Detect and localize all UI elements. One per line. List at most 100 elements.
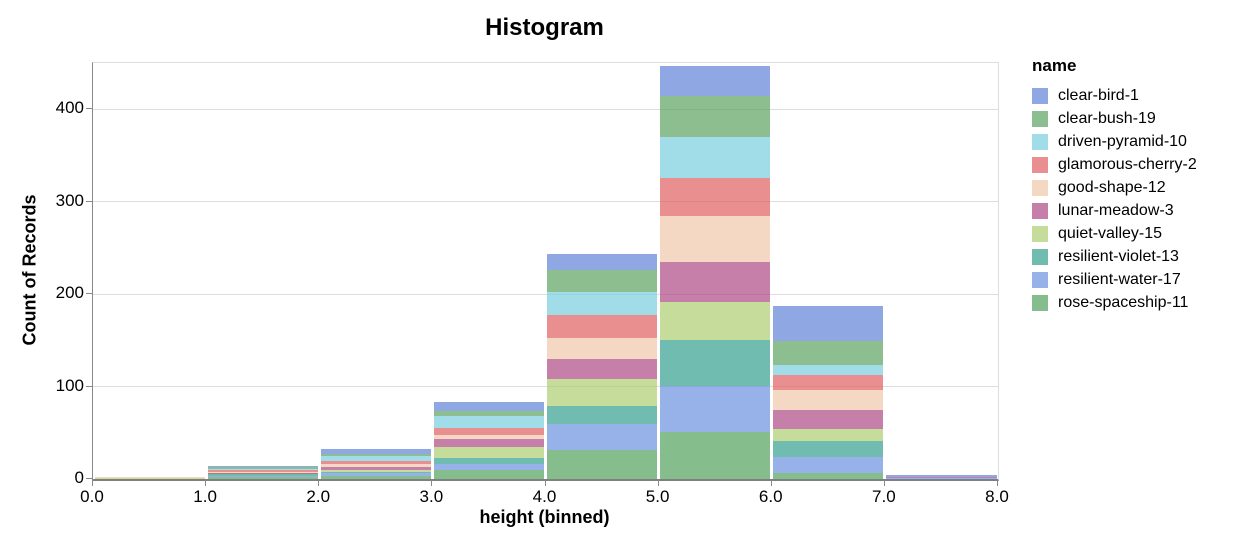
legend-swatch-clear-bush-19 [1032,111,1048,127]
x-tick-label-7.0: 7.0 [872,487,896,506]
bar-segment-quiet-valley-15 [773,429,884,442]
bar-segment-glamorous-cherry-2 [660,177,771,217]
bar-segment-lunar-meadow-3 [886,477,997,479]
x-tick-label-3.0: 3.0 [419,487,444,506]
x-tick-2.0 [318,480,320,486]
bar-segment-good-shape-12 [773,390,884,410]
bar-segment-clear-bush-19 [433,410,544,417]
bar-segment-driven-pyramid-10 [433,416,544,429]
bar-segment-good-shape-12 [94,477,205,479]
bar-segment-rose-spaceship-11 [320,476,431,479]
x-tick-3.0 [431,480,433,486]
bar-segment-good-shape-12 [207,471,318,473]
bar-segment-quiet-valley-15 [320,469,431,472]
legend-swatch-resilient-water-17 [1032,272,1048,288]
bar-segment-clear-bush-19 [773,341,884,366]
gridline-200 [93,293,998,295]
y-tick-label-200: 200 [55,283,84,303]
bar-segment-quiet-valley-15 [433,446,544,458]
x-tick-label-4.0: 4.0 [532,487,557,506]
y-tick-label-100: 100 [55,375,84,395]
x-tick-0.0 [92,480,93,486]
x-tick-5.0 [657,480,659,486]
y-tick-300 [86,200,92,202]
y-axis-tick-labels: 0 100 200 300 400 [0,62,84,487]
legend-swatch-driven-pyramid-10 [1032,134,1048,150]
x-tick-1.0 [205,480,207,486]
bar-segment-driven-pyramid-10 [547,292,658,316]
bar-segment-rose-spaceship-11 [773,472,884,479]
legend-label-rose-spaceship-11: rose-spaceship-11 [1058,294,1189,311]
bar-segment-resilient-water-17 [773,456,884,473]
bar-segment-lunar-meadow-3 [660,261,771,302]
bar-segment-resilient-water-17 [660,385,771,432]
gridline-100 [93,386,998,388]
legend-item-rose-spaceship-11: rose-spaceship-11 [1032,295,1197,311]
bar-segment-clear-bush-19 [207,467,318,469]
bar-segment-clear-bird-1 [660,65,771,97]
y-tick-400 [86,108,92,110]
x-tick-label-1.0: 1.0 [193,487,217,506]
bar-segment-resilient-violet-13 [207,474,318,477]
bar-segment-rose-spaceship-11 [660,431,771,479]
legend-swatch-quiet-valley-15 [1032,226,1048,242]
legend-label-resilient-violet-13: resilient-violet-13 [1058,248,1179,265]
bar-segment-rose-spaceship-11 [433,469,544,479]
legend-item-clear-bird-1: clear-bird-1 [1032,88,1197,104]
bar-segment-resilient-violet-13 [320,471,431,474]
legend-item-clear-bush-19: clear-bush-19 [1032,111,1197,127]
x-tick-4.0 [544,480,546,486]
y-tick-100 [86,385,92,387]
bar-segment-lunar-meadow-3 [547,358,658,380]
bar-segment-clear-bush-19 [320,454,431,456]
legend-item-resilient-water-17: resilient-water-17 [1032,272,1197,288]
legend-title: name [1032,56,1077,75]
x-tick-label-6.0: 6.0 [758,487,783,506]
bar-segment-driven-pyramid-10 [207,468,318,470]
legend-label-lunar-meadow-3: lunar-meadow-3 [1058,202,1174,219]
bar-segment-clear-bush-19 [660,96,771,137]
plot-area [92,62,999,481]
legend-label-clear-bush-19: clear-bush-19 [1058,110,1156,127]
bar-segment-resilient-water-17 [207,476,318,478]
legend-item-lunar-meadow-3: lunar-meadow-3 [1032,203,1197,219]
bar-segment-good-shape-12 [320,464,431,467]
legend: name clear-bird-1 clear-bush-19 driven-pyr… [1032,56,1197,318]
bar-segment-clear-bird-1 [433,402,544,411]
bar-segment-lunar-meadow-3 [433,439,544,447]
bar-segment-lunar-meadow-3 [207,472,318,474]
bar-segment-glamorous-cherry-2 [320,460,431,465]
bar-segment-resilient-violet-13 [660,340,771,386]
y-tick-label-400: 400 [55,98,84,118]
bar-segment-rose-spaceship-11 [207,477,318,479]
bar-segment-good-shape-12 [547,337,658,359]
bar-segment-resilient-water-17 [886,478,997,479]
legend-label-driven-pyramid-10: driven-pyramid-10 [1058,133,1187,150]
bar-segment-good-shape-12 [433,434,544,440]
x-tick-7.0 [883,480,885,486]
gridline-400 [93,108,998,110]
bar-segment-glamorous-cherry-2 [433,428,544,435]
legend-label-clear-bird-1: clear-bird-1 [1058,87,1139,104]
bar-segment-good-shape-12 [660,216,771,262]
legend-swatch-glamorous-cherry-2 [1032,157,1048,173]
bar-segment-resilient-water-17 [433,464,544,470]
legend-label-resilient-water-17: resilient-water-17 [1058,271,1181,288]
bar-segment-glamorous-cherry-2 [207,469,318,472]
bar-segment-clear-bird-1 [207,466,318,467]
x-tick-6.0 [770,480,772,486]
bar-segment-driven-pyramid-10 [660,136,771,178]
bar-segment-quiet-valley-15 [660,301,771,341]
x-tick-label-0.0: 0.0 [80,487,104,506]
legend-swatch-clear-bird-1 [1032,88,1048,104]
bar-segment-resilient-water-17 [547,424,658,451]
legend-item-quiet-valley-15: quiet-valley-15 [1032,226,1197,242]
y-tick-label-0: 0 [74,468,84,487]
bar-segment-glamorous-cherry-2 [773,375,884,391]
x-axis-title: height (binned) [479,507,610,527]
bar-segment-lunar-meadow-3 [320,467,431,470]
legend-swatch-rose-spaceship-11 [1032,295,1048,311]
bar-segment-clear-bird-1 [773,306,884,342]
legend-item-driven-pyramid-10: driven-pyramid-10 [1032,134,1197,150]
